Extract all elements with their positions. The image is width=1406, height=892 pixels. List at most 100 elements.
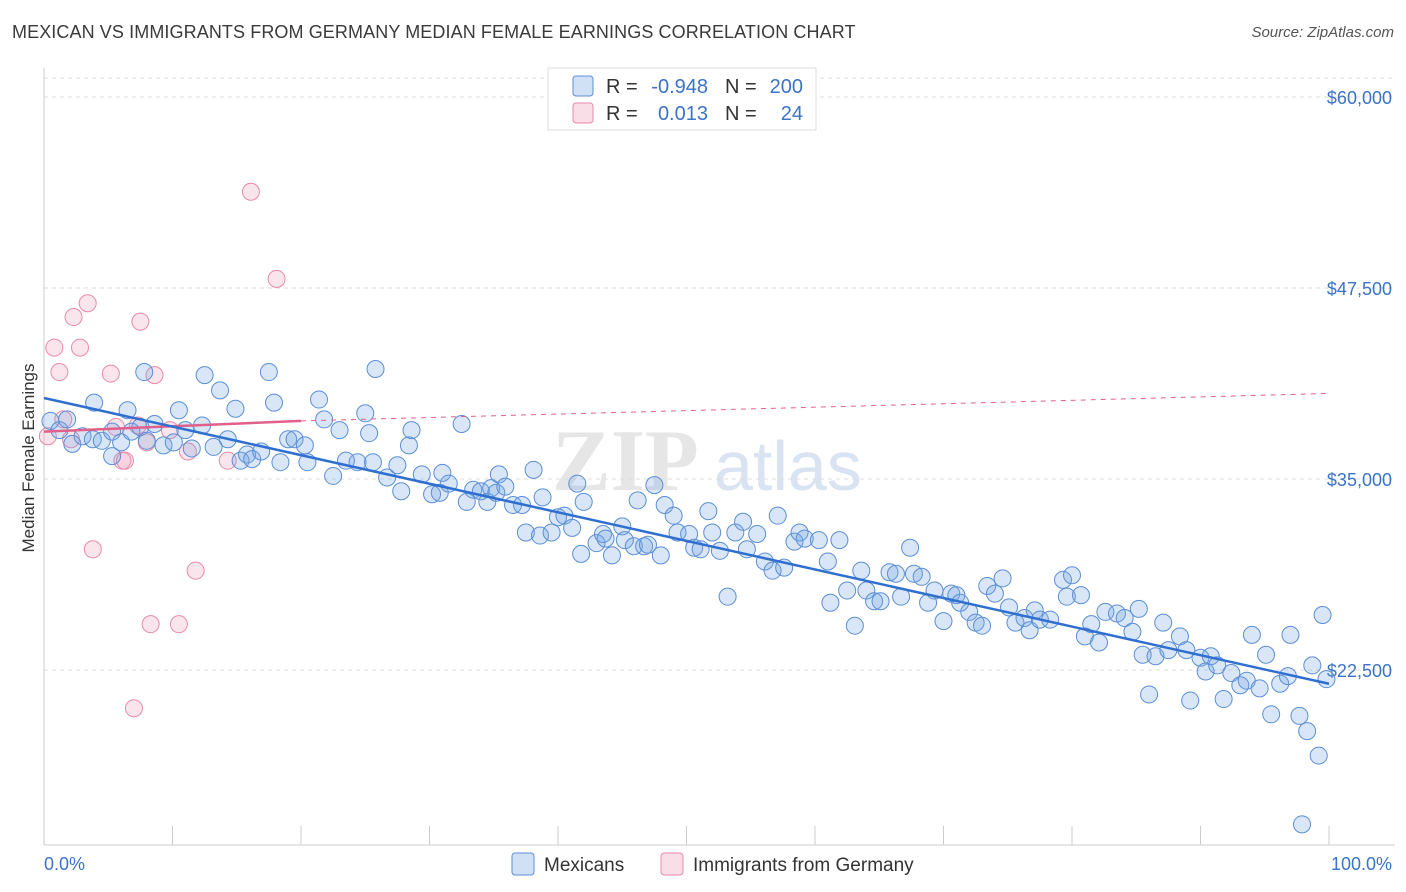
mexicans-point-87	[624, 537, 643, 556]
bottom-legend-swatch-mexicans	[511, 852, 535, 876]
mexicans-point-56	[430, 483, 449, 502]
mexicans-point-3	[63, 434, 82, 453]
legend-n-label-1: N =	[725, 76, 757, 98]
mexicans-point-164	[1154, 613, 1173, 632]
mexicans-point-46	[360, 424, 379, 443]
mexicans-point-156	[1096, 602, 1115, 621]
mexicans-point-48	[366, 359, 385, 378]
mexicans-point-53	[402, 421, 421, 440]
mexicans-point-161	[1133, 645, 1152, 664]
trend-lines	[43, 392, 1330, 685]
mexicans-point-129	[912, 567, 931, 586]
germany-point-9	[101, 364, 120, 383]
mexicans-point-83	[596, 529, 615, 548]
germany-point-7	[78, 294, 97, 313]
mexicans-point-139	[978, 576, 997, 595]
legend-r-value-2: 0.013	[658, 103, 708, 125]
mexicans-point-175	[1231, 676, 1250, 695]
mexicans-point-39	[309, 390, 328, 409]
mexicans-point-132	[934, 612, 953, 631]
germany-point-22	[218, 451, 237, 470]
mexicans-point-2	[58, 410, 77, 429]
mexicans-point-84	[602, 546, 621, 565]
mexicans-point-154	[1082, 615, 1101, 634]
mexicans-point-150	[1057, 587, 1076, 606]
mexicans-point-90	[638, 535, 657, 554]
mexicans-point-77	[563, 518, 582, 537]
mexicans-point-73	[533, 488, 552, 507]
mexicans-point-189	[1317, 670, 1336, 689]
mexicans-point-102	[718, 587, 737, 606]
y-tick-label-35000: $35,000	[1327, 470, 1392, 490]
x-tick-label-max: 100.0%	[1331, 854, 1392, 874]
mexicans-point-14	[135, 363, 154, 382]
legend-swatch-germany	[572, 102, 594, 124]
mexicans-point-155	[1089, 633, 1108, 652]
mexicans-point-124	[880, 563, 899, 582]
mexicans-point-6	[85, 393, 104, 412]
mexicans-point-122	[865, 592, 884, 611]
mexicans-point-37	[295, 436, 314, 455]
mexicans-point-187	[1309, 746, 1328, 765]
legend-r-label-1: R =	[606, 76, 638, 98]
mexicans-point-109	[768, 506, 787, 525]
mexicans-point-92	[651, 546, 670, 565]
mexicans-point-34	[271, 453, 290, 472]
mexicans-point-125	[886, 564, 905, 583]
chart-title: MEXICAN VS IMMIGRANTS FROM GERMANY MEDIA…	[12, 22, 856, 42]
mexicans-point-119	[845, 616, 864, 635]
mexicans-point-21	[182, 439, 201, 458]
mexicans-point-152	[1071, 586, 1090, 605]
mexicans-point-188	[1313, 605, 1332, 624]
watermark: ZIP atlas	[552, 413, 862, 510]
bottom-legend-label-germany: Immigrants from Germany	[693, 855, 914, 876]
germany-point-19	[169, 615, 188, 634]
mexicans-point-24	[204, 437, 223, 456]
germany-point-21	[186, 561, 205, 580]
mexicans-point-4	[73, 427, 92, 446]
mexicans-point-50	[388, 456, 407, 475]
y-tick-label-47500: $47,500	[1327, 279, 1392, 299]
mexicans-point-118	[838, 581, 857, 600]
mexicans-point-51	[392, 482, 411, 501]
x-axis-ticks	[43, 826, 1330, 845]
germany-point-5	[64, 308, 83, 327]
germany-point-1	[45, 338, 64, 357]
mexicans-point-114	[809, 531, 828, 550]
mexicans-point-45	[356, 404, 375, 423]
gridlines	[44, 77, 1395, 671]
germany-point-6	[70, 338, 89, 357]
mexicans-point-190	[1293, 815, 1312, 834]
mexicans-point-81	[587, 534, 606, 553]
mexicans-point-78	[568, 474, 587, 493]
mexicans-point-72	[531, 526, 550, 545]
mexicans-point-19	[169, 401, 188, 420]
mexicans-point-99	[699, 502, 718, 521]
mexicans-point-115	[818, 552, 837, 571]
mexicans-point-113	[795, 529, 814, 548]
mexicans-point-32	[259, 363, 278, 382]
mexicans-point-25	[211, 381, 230, 400]
mexicans-point-160	[1129, 599, 1148, 618]
series-legend: Mexicans Immigrants from Germany	[511, 852, 914, 876]
mexicans-point-15	[137, 431, 156, 450]
mexicans-point-59	[452, 414, 471, 433]
mexicans-point-120	[852, 561, 871, 580]
mexicans-point-151	[1063, 566, 1081, 585]
mexicans-point-149	[1054, 570, 1073, 589]
mexicans-point-74	[542, 523, 561, 542]
mexicans-point-80	[574, 492, 593, 511]
mexicans-point-94	[664, 506, 683, 525]
mexicans-point-7	[92, 431, 111, 450]
mexicans-point-184	[1290, 706, 1309, 725]
mexicans-point-185	[1298, 722, 1317, 741]
source-credit: Source: ZipAtlas.com	[1251, 24, 1394, 41]
mexicans-point-162	[1140, 685, 1159, 704]
mexicans-point-104	[734, 512, 753, 531]
mexicans-point-112	[790, 523, 809, 542]
bottom-legend-label-mexicans: Mexicans	[544, 855, 624, 876]
mexicans-point-18	[164, 433, 183, 452]
germany-point-8	[83, 540, 102, 559]
y-axis-tick-labels: $60,000 $47,500 $35,000 $22,500	[1327, 88, 1392, 681]
mexicans-point-23	[195, 366, 214, 385]
